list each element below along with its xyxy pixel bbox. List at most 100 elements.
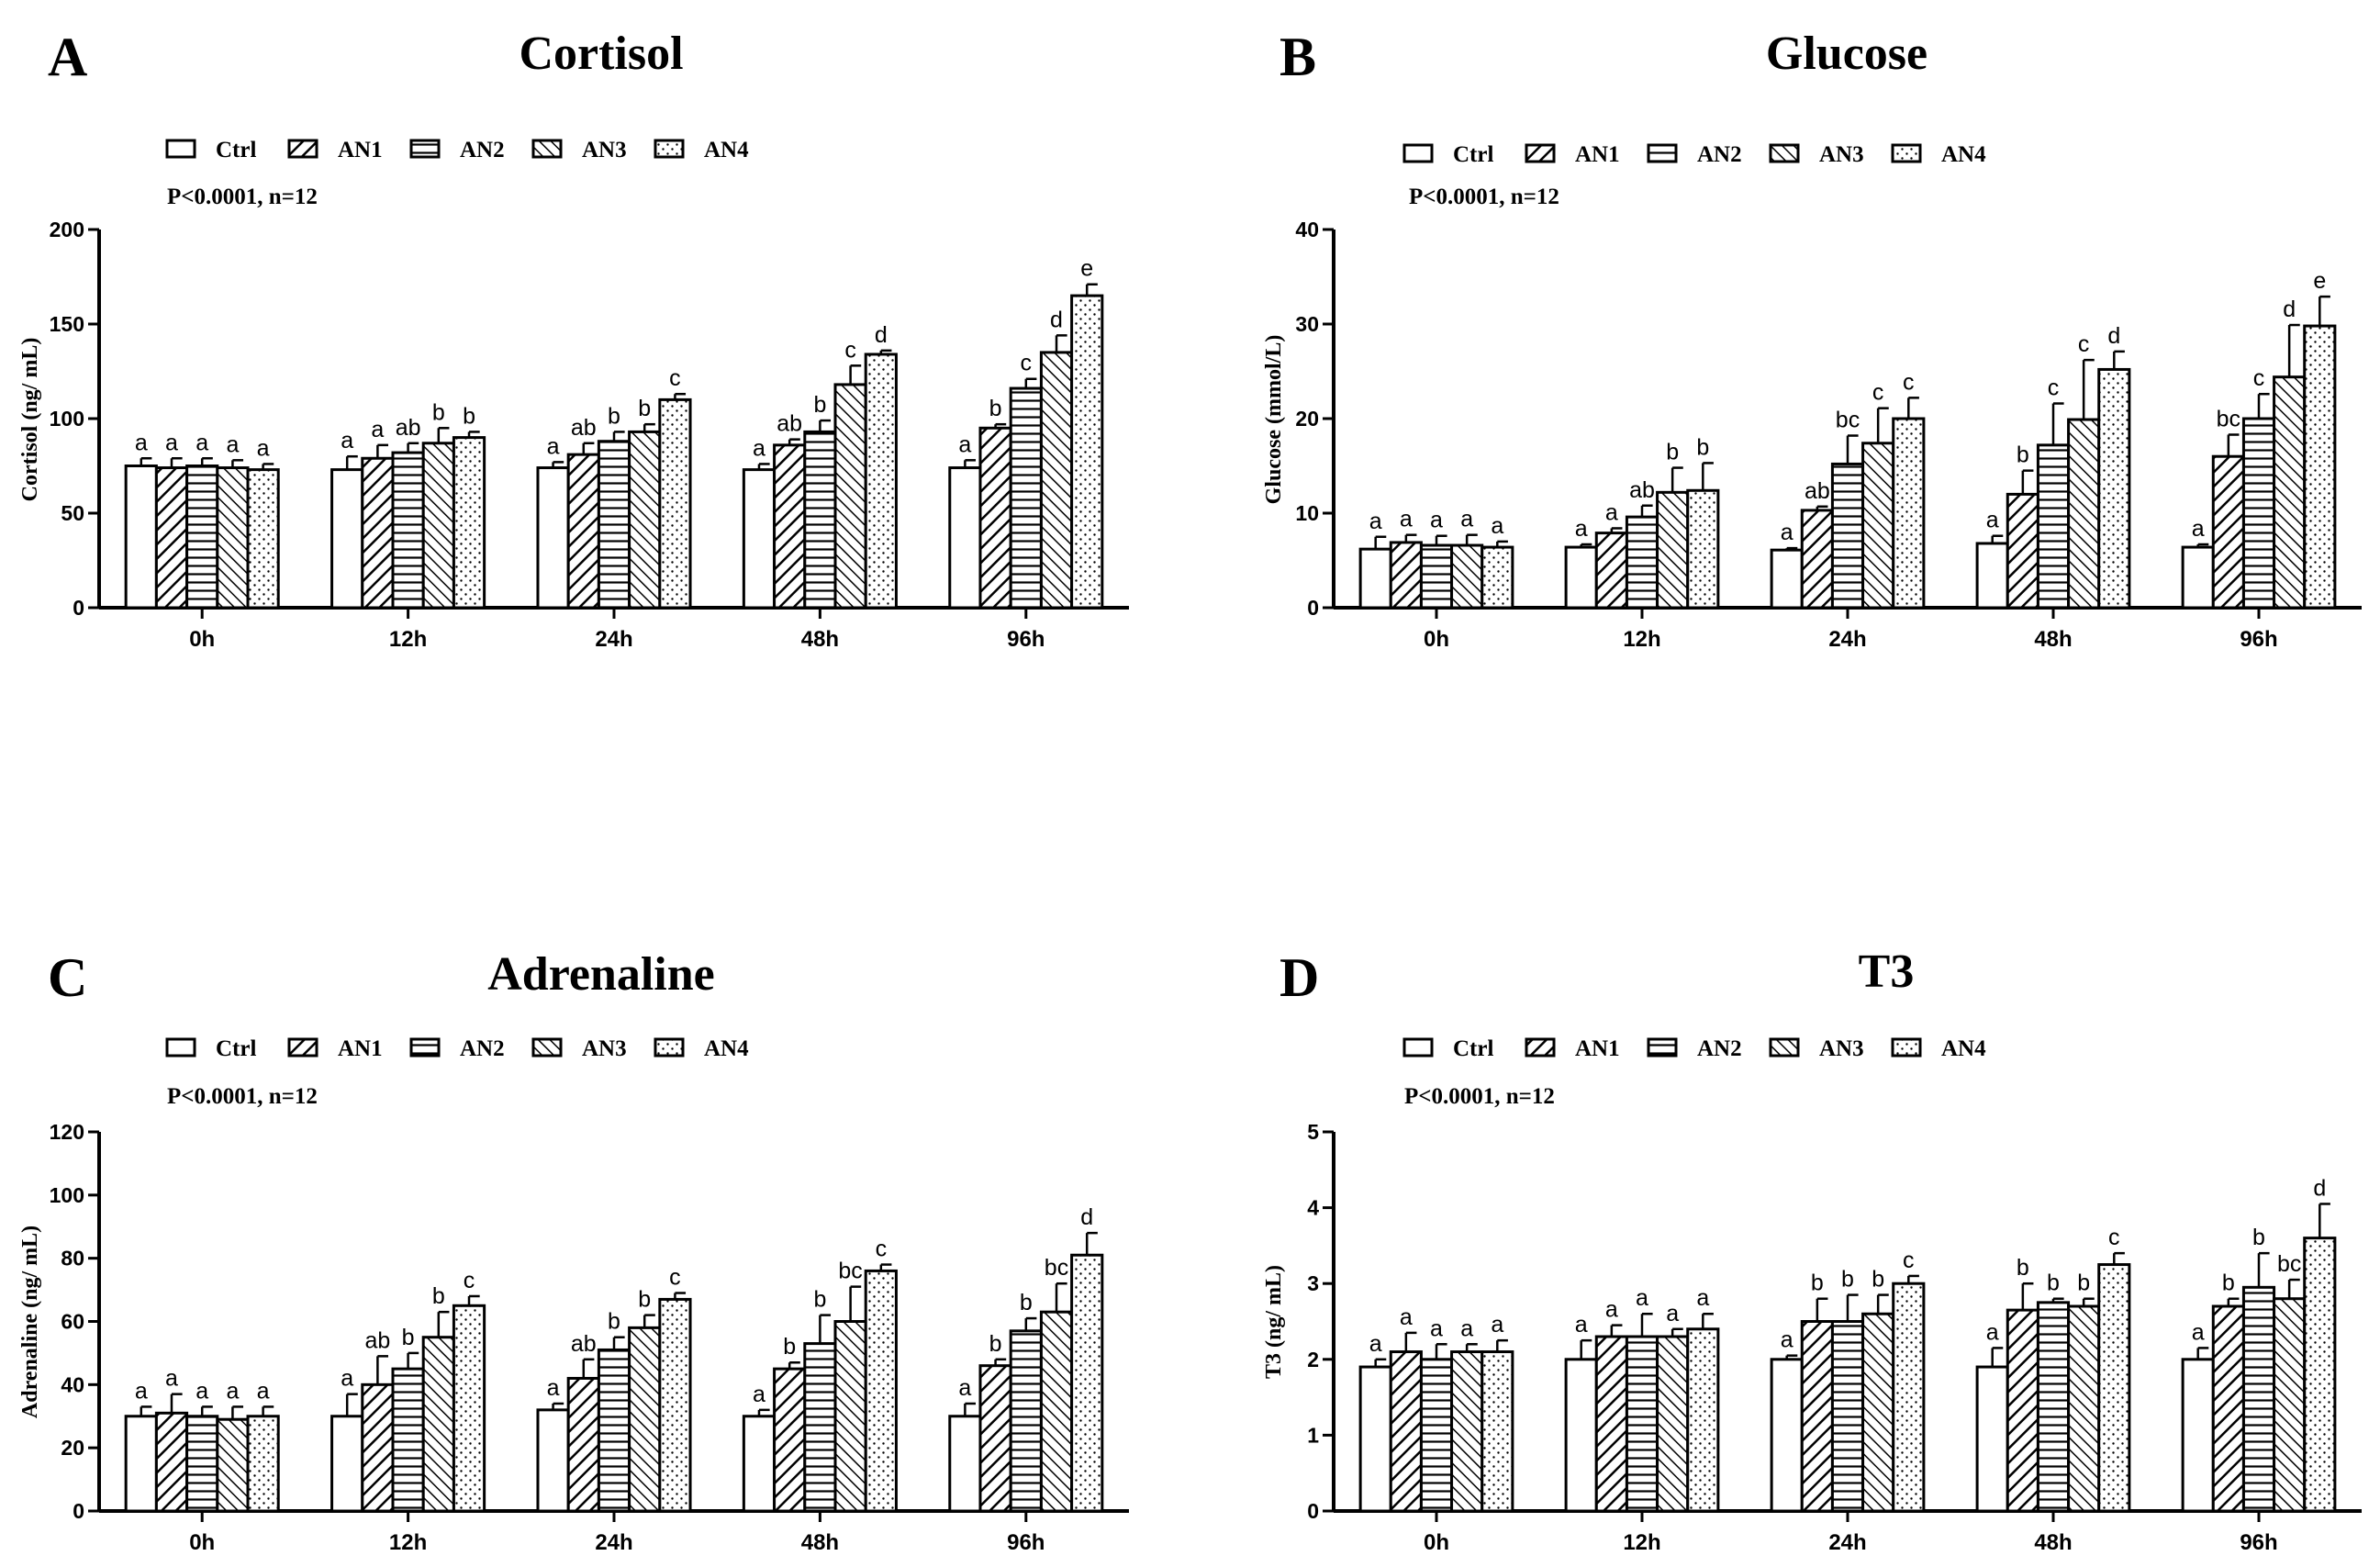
- significance-label: b: [432, 1283, 445, 1309]
- bar-an2-0h: [185, 1415, 219, 1513]
- bar-ctrl-0h: [1358, 547, 1392, 610]
- bar-an2-48h: [2036, 443, 2071, 610]
- significance-label: a: [1460, 1315, 1473, 1341]
- bar-ctrl-24h: [536, 1408, 570, 1513]
- y-tick-label: 80: [61, 1247, 84, 1270]
- bar-an2-48h: [803, 1342, 837, 1513]
- legend-swatch-an3: [531, 1037, 563, 1058]
- significance-label: bc: [838, 1259, 862, 1284]
- significance-label: c: [844, 337, 856, 363]
- significance-label: b: [1696, 434, 1709, 460]
- significance-label: a: [1369, 509, 1382, 534]
- bar-an1-48h: [773, 1367, 807, 1513]
- significance-label: a: [1575, 516, 1588, 542]
- significance-label: bc: [2217, 407, 2240, 432]
- significance-label: b: [2077, 1270, 2090, 1296]
- bar-an4-24h: [1892, 417, 1926, 610]
- bar-an4-96h: [1070, 294, 1104, 610]
- legend-label-an3: AN3: [1819, 142, 1864, 167]
- legend: Ctrl AN1 AN2 AN3 AN4: [165, 1036, 749, 1061]
- legend-label-an1: AN1: [1575, 142, 1620, 167]
- significance-label: c: [464, 1268, 475, 1293]
- significance-label: a: [135, 1378, 148, 1404]
- p-value-annotation: P<0.0001, n=12: [167, 1084, 318, 1109]
- bar-an1-12h: [361, 456, 395, 610]
- chart-title: Cortisol: [519, 28, 683, 80]
- significance-label: c: [669, 365, 681, 391]
- y-axis-label: Glucose (mmol/L): [1262, 335, 1286, 505]
- bar-an2-48h: [803, 430, 837, 610]
- y-tick-label: 0: [1307, 1499, 1319, 1523]
- bar-an2-0h: [1419, 1358, 1454, 1513]
- y-tick-label: 40: [61, 1372, 84, 1396]
- bar-an3-0h: [1450, 543, 1484, 610]
- x-tick-label: 24h: [1828, 627, 1866, 652]
- significance-label: c: [669, 1265, 681, 1291]
- y-tick-label: 200: [50, 218, 84, 241]
- significance-label: d: [2313, 1175, 2326, 1201]
- y-axis-label: Cortisol (ng/ mL): [18, 338, 42, 502]
- significance-label: ab: [1805, 478, 1830, 504]
- x-tick-label: 24h: [1828, 1530, 1866, 1555]
- significance-label: a: [226, 1378, 239, 1404]
- legend-swatch-an2: [1647, 1037, 1678, 1058]
- bar-an1-24h: [566, 453, 600, 610]
- bar-an1-96h: [978, 1364, 1012, 1513]
- significance-label: a: [226, 431, 239, 457]
- bar-an4-0h: [1481, 1350, 1514, 1513]
- bar-an4-48h: [2097, 1263, 2131, 1513]
- significance-label: b: [783, 1334, 796, 1360]
- y-tick-label: 10: [1295, 501, 1319, 525]
- y-tick-label: 100: [50, 1183, 84, 1207]
- significance-label: c: [1872, 380, 1884, 406]
- significance-label: c: [2078, 331, 2090, 357]
- x-tick-label: 48h: [801, 1530, 839, 1555]
- significance-label: a: [2192, 1319, 2205, 1345]
- legend: Ctrl AN1 AN2 AN3 AN4: [1402, 142, 1986, 167]
- x-tick-label: 0h: [189, 627, 215, 652]
- significance-label: a: [1781, 520, 1793, 545]
- bar-an4-96h: [1070, 1253, 1104, 1513]
- x-tick-label: 48h: [2034, 627, 2072, 652]
- legend-swatch-ctrl: [1402, 1037, 1434, 1058]
- significance-label: ab: [1629, 477, 1655, 503]
- legend-label-an2: AN2: [460, 138, 505, 162]
- significance-label: a: [165, 430, 178, 455]
- y-axis-label: T3 (ng/ mL): [1262, 1265, 1286, 1379]
- bar-an2-96h: [1009, 386, 1043, 610]
- legend-label-an1: AN1: [338, 138, 383, 162]
- legend-swatch-an4: [1891, 143, 1922, 163]
- significance-label: b: [2252, 1225, 2265, 1250]
- significance-label: b: [2017, 1255, 2029, 1281]
- significance-label: bc: [1045, 1255, 1068, 1281]
- x-tick-label: 12h: [389, 1530, 427, 1555]
- significance-label: b: [989, 396, 1002, 421]
- bar-ctrl-12h: [330, 468, 364, 610]
- bar-ctrl-0h: [124, 465, 158, 610]
- panel-letter-c: C: [48, 947, 87, 1008]
- bar-an2-12h: [391, 451, 425, 610]
- bar-ctrl-12h: [1564, 1358, 1598, 1513]
- significance-label: c: [2253, 365, 2265, 391]
- bar-an3-24h: [628, 1326, 662, 1513]
- bar-ctrl-96h: [948, 1415, 982, 1513]
- bar-an3-96h: [1039, 1310, 1074, 1513]
- bar-an1-12h: [1594, 532, 1628, 610]
- y-tick-label: 100: [50, 407, 84, 431]
- x-tick-label: 0h: [189, 1530, 215, 1555]
- significance-label: b: [402, 1325, 415, 1350]
- significance-label: b: [432, 399, 445, 425]
- bar-an1-12h: [1594, 1335, 1628, 1513]
- x-tick-label: 48h: [801, 627, 839, 652]
- significance-label: c: [876, 1237, 888, 1262]
- significance-label: b: [813, 1287, 826, 1313]
- bar-an1-24h: [1800, 509, 1834, 610]
- significance-label: a: [958, 1375, 971, 1401]
- bar-an4-0h: [1481, 545, 1514, 610]
- bar-ctrl-96h: [2181, 1358, 2215, 1513]
- bar-an3-12h: [1656, 1335, 1690, 1513]
- legend-label-an4: AN4: [1941, 1036, 1986, 1061]
- y-tick-label: 20: [1295, 407, 1319, 431]
- legend-swatch-an1: [1525, 1037, 1556, 1058]
